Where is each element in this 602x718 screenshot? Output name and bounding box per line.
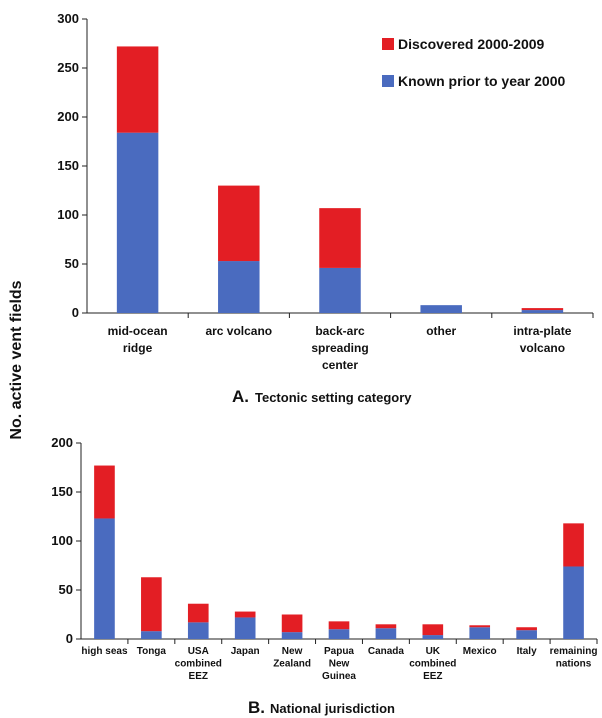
caption-a-letter: A.: [232, 387, 249, 406]
a-bar-known: [319, 267, 361, 313]
a-y-tick-label: 50: [65, 256, 79, 271]
b-category-label: New: [282, 646, 303, 657]
a-bar-known: [116, 132, 159, 313]
b-bar-known: [234, 617, 256, 639]
legend: Discovered 2000-2009 Known prior to year…: [382, 36, 565, 89]
a-category-label: mid-ocean: [108, 324, 168, 338]
b-y-tick-label: 100: [51, 533, 73, 548]
b-bar-discovered: [281, 614, 303, 633]
b-bar-known: [281, 632, 303, 639]
b-bar-known: [328, 629, 350, 639]
a-bar-discovered: [218, 185, 260, 262]
b-bar-known: [422, 635, 444, 639]
b-category-label: Italy: [517, 646, 537, 657]
b-bar-discovered: [563, 523, 584, 567]
b-y-tick-label: 200: [51, 435, 73, 450]
legend-label-known: Known prior to year 2000: [398, 73, 565, 89]
b-category-label: Mexico: [463, 646, 497, 657]
a-y-tick-label: 150: [57, 158, 79, 173]
caption-b-text: National jurisdiction: [270, 701, 395, 716]
legend-swatch-discovered: [382, 38, 394, 50]
a-bar-discovered: [116, 46, 159, 133]
a-bar-discovered: [319, 208, 361, 268]
a-y-tick-label: 100: [57, 207, 79, 222]
b-y-tick-label: 0: [66, 631, 73, 646]
b-bar-discovered: [516, 627, 537, 631]
b-category-label: high seas: [81, 646, 128, 657]
b-category-label: EEZ: [189, 671, 208, 682]
b-bar-discovered: [187, 603, 209, 623]
b-y-tick-label: 50: [59, 582, 73, 597]
b-category-label: Guinea: [322, 671, 356, 682]
b-category-label: USA: [188, 646, 209, 657]
b-bar-discovered: [234, 611, 256, 618]
a-category-label: other: [426, 324, 456, 338]
b-bar-discovered: [422, 624, 444, 636]
a-category-label: ridge: [123, 341, 153, 355]
caption-a-text: Tectonic setting category: [255, 390, 412, 405]
a-bar-known: [420, 305, 462, 313]
b-category-label: New: [329, 659, 350, 670]
b-category-label: Canada: [368, 646, 405, 657]
b-bar-known: [187, 622, 209, 639]
b-category-label: Papua: [324, 646, 354, 657]
b-category-label: remaining: [550, 646, 598, 657]
b-bar-discovered: [375, 624, 397, 629]
legend-swatch-known: [382, 75, 394, 87]
a-y-tick-label: 0: [72, 305, 79, 320]
b-category-label: combined: [409, 659, 456, 670]
a-y-tick-label: 200: [57, 109, 79, 124]
b-bar-known: [94, 518, 115, 639]
a-bar-known: [521, 310, 564, 313]
b-category-label: UK: [426, 646, 441, 657]
b-category-label: nations: [556, 659, 592, 670]
b-bar-discovered: [469, 625, 491, 628]
legend-label-discovered: Discovered 2000-2009: [398, 36, 545, 52]
a-bar-discovered: [521, 308, 564, 311]
a-y-tick-label: 300: [57, 11, 79, 26]
caption-b: B. National jurisdiction: [248, 698, 395, 717]
chart-a-tectonic-setting: 0 50 100 150 200 250 300 mid-ocean ridge arc volc…: [57, 11, 594, 372]
a-category-label: back-arc: [315, 324, 365, 338]
b-category-label: combined: [175, 659, 222, 670]
a-category-label: intra-plate: [513, 324, 571, 338]
b-category-label: Zealand: [273, 659, 311, 670]
a-y-tick-label: 250: [57, 60, 79, 75]
b-bar-discovered: [94, 465, 115, 519]
b-bar-known: [469, 627, 491, 639]
a-category-label: spreading: [311, 341, 368, 355]
b-bar-discovered: [328, 621, 350, 630]
y-axis-label: No. active vent fields: [8, 280, 25, 439]
caption-a: A. Tectonic setting category: [232, 387, 412, 406]
a-bar-known: [218, 261, 260, 313]
b-category-label: Tonga: [137, 646, 167, 657]
b-bar-discovered: [141, 577, 162, 632]
b-bar-known: [141, 631, 162, 639]
b-category-label: EEZ: [423, 671, 442, 682]
caption-b-letter: B.: [248, 698, 265, 717]
b-bar-known: [375, 628, 397, 639]
b-bar-known: [563, 566, 584, 639]
a-category-label: center: [322, 358, 358, 372]
b-category-label: Japan: [231, 646, 260, 657]
a-category-label: volcano: [520, 341, 565, 355]
a-category-label: arc volcano: [205, 324, 272, 338]
b-y-tick-label: 150: [51, 484, 73, 499]
b-bar-known: [516, 630, 537, 639]
